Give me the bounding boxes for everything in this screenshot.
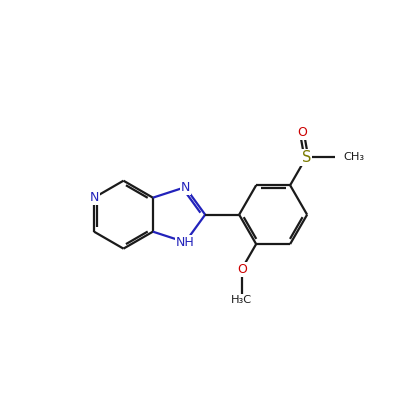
Text: O: O (297, 126, 307, 139)
Text: O: O (237, 263, 247, 276)
Text: N: N (89, 191, 99, 204)
Text: H₃C: H₃C (231, 294, 252, 304)
Text: NH: NH (176, 236, 194, 249)
Text: CH₃: CH₃ (344, 152, 365, 162)
Text: S: S (302, 150, 311, 165)
Text: N: N (180, 181, 190, 194)
